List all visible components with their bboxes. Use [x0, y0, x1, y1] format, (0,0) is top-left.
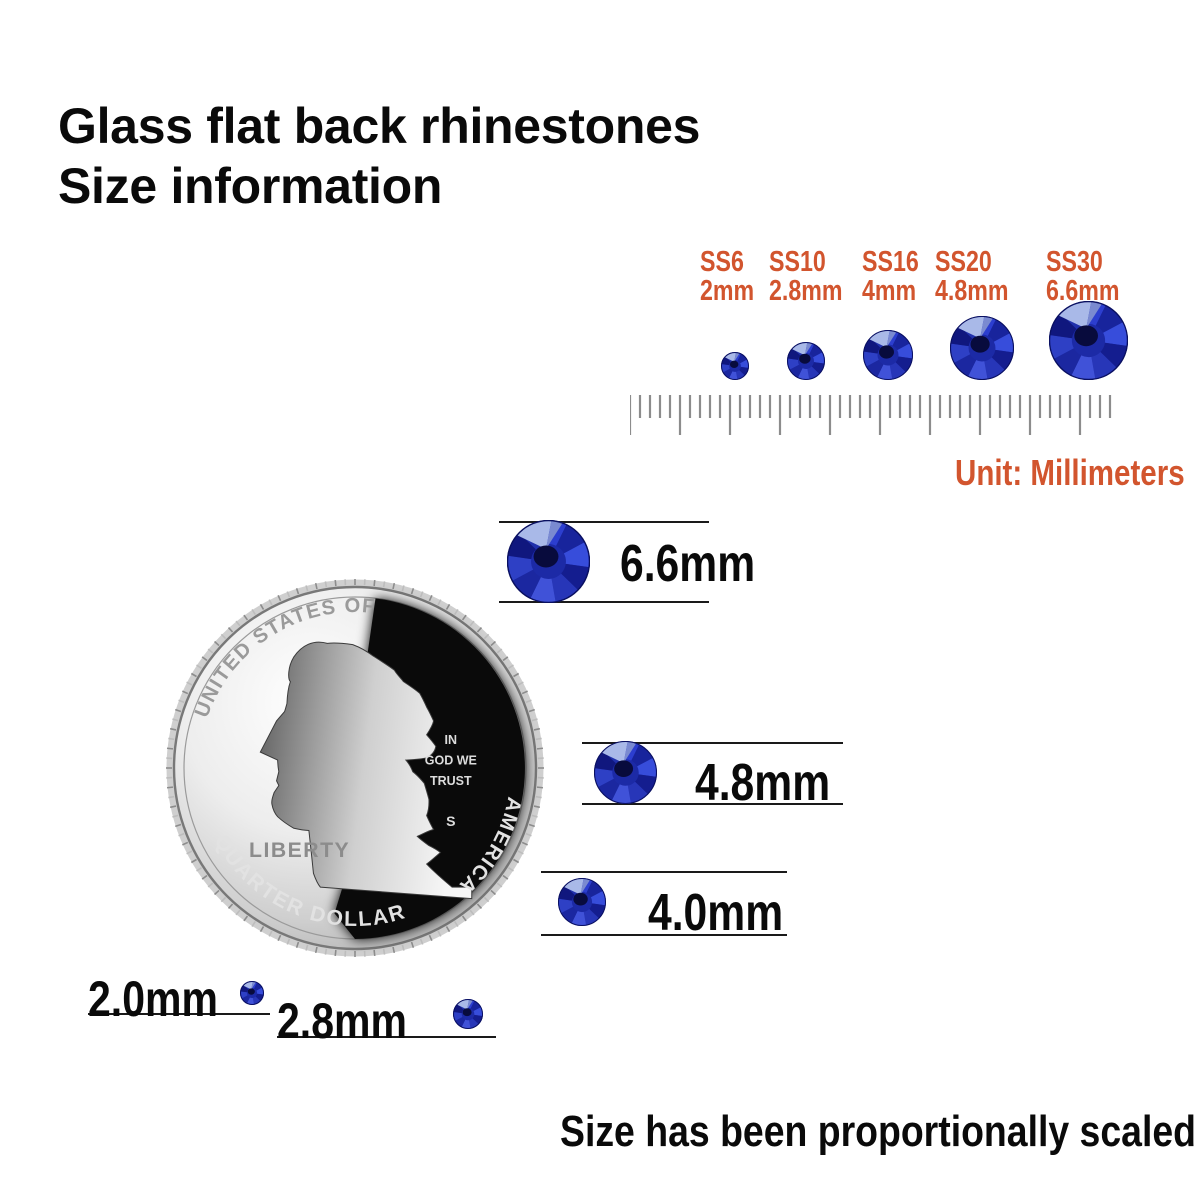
- svg-text:LIBERTY: LIBERTY: [249, 839, 350, 862]
- svg-text:IN: IN: [445, 733, 458, 747]
- svg-text:GOD WE: GOD WE: [425, 754, 477, 768]
- svg-text:S: S: [446, 813, 455, 829]
- svg-text:TRUST: TRUST: [430, 774, 472, 788]
